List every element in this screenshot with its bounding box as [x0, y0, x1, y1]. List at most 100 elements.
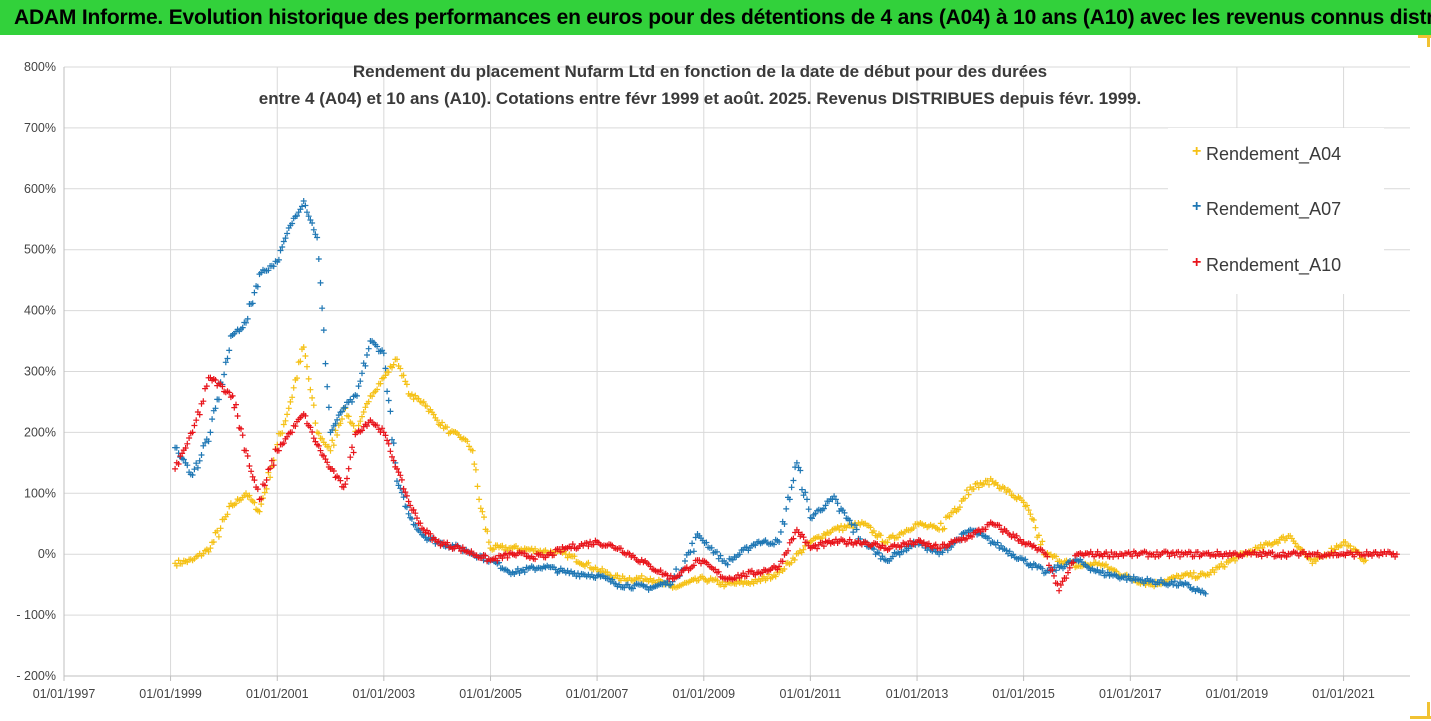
- point-rendement-a07: [324, 383, 331, 390]
- y-tick-label: 300%: [24, 365, 56, 379]
- point-rendement-a04: [800, 546, 807, 553]
- point-rendement-a10: [1152, 553, 1159, 560]
- point-rendement-a10: [241, 447, 248, 454]
- point-rendement-a04: [962, 495, 969, 502]
- point-rendement-a07: [325, 404, 332, 411]
- x-tick-label: 01/01/2017: [1099, 687, 1162, 701]
- point-rendement-a04: [287, 398, 294, 405]
- point-rendement-a07: [1029, 564, 1036, 571]
- point-rendement-a10: [435, 538, 442, 545]
- point-rendement-a04: [319, 435, 326, 442]
- point-rendement-a04: [466, 443, 473, 450]
- point-rendement-a07: [1185, 581, 1192, 588]
- point-rendement-a10: [694, 557, 701, 564]
- point-rendement-a04: [827, 529, 834, 536]
- frame-corner-bottom-v: [1427, 702, 1430, 719]
- point-rendement-a10: [592, 537, 599, 544]
- point-rendement-a07: [986, 535, 992, 542]
- point-rendement-a07: [334, 416, 341, 423]
- point-rendement-a07: [394, 478, 400, 485]
- point-rendement-a04: [419, 399, 425, 406]
- point-rendement-a04: [1292, 540, 1299, 547]
- point-rendement-a07: [797, 467, 804, 474]
- point-rendement-a10: [1258, 553, 1265, 560]
- point-rendement-a10: [320, 452, 327, 459]
- point-rendement-a07: [285, 225, 292, 231]
- point-rendement-a04: [970, 486, 977, 492]
- point-rendement-a04: [1221, 563, 1228, 570]
- point-rendement-a07: [400, 494, 407, 501]
- point-rendement-a04: [564, 554, 571, 561]
- point-rendement-a10: [774, 566, 781, 573]
- point-rendement-a10: [280, 440, 287, 447]
- point-rendement-a07: [1039, 565, 1046, 572]
- point-rendement-a07: [1147, 577, 1154, 584]
- point-rendement-a10: [385, 440, 392, 447]
- point-rendement-a10: [920, 539, 927, 546]
- point-rendement-a10: [414, 515, 420, 522]
- x-tick-label: 01/01/2011: [780, 687, 842, 701]
- point-rendement-a10: [1164, 549, 1171, 556]
- point-rendement-a07: [1170, 581, 1177, 588]
- point-rendement-a10: [1017, 536, 1024, 543]
- point-rendement-a10: [270, 462, 277, 469]
- point-rendement-a10: [382, 432, 389, 439]
- point-rendement-a10: [1057, 582, 1064, 588]
- point-rendement-a10: [191, 422, 198, 429]
- point-rendement-a07: [389, 436, 395, 443]
- point-rendement-a07: [202, 439, 209, 446]
- legend-item-a04: + Rendement_A04: [1192, 143, 1342, 165]
- point-rendement-a07: [1123, 577, 1130, 583]
- point-rendement-a07: [299, 203, 305, 210]
- point-rendement-a04: [261, 489, 268, 496]
- point-rendement-a07: [382, 365, 389, 372]
- point-rendement-a07: [1200, 589, 1207, 596]
- point-rendement-a10: [1094, 548, 1101, 555]
- point-rendement-a10: [284, 433, 291, 440]
- point-rendement-a10: [1054, 580, 1061, 587]
- point-rendement-a10: [412, 510, 419, 517]
- point-rendement-a04: [315, 430, 322, 437]
- point-rendement-a07: [743, 544, 750, 551]
- point-rendement-a10: [539, 551, 546, 558]
- point-rendement-a10: [1361, 552, 1368, 559]
- point-rendement-a07: [180, 456, 187, 463]
- point-rendement-a04: [241, 492, 248, 499]
- point-rendement-a10: [748, 567, 755, 574]
- point-rendement-a07: [191, 466, 198, 473]
- point-rendement-a07: [173, 444, 180, 451]
- point-rendement-a10: [205, 374, 212, 381]
- point-rendement-a10: [557, 548, 564, 555]
- point-rendement-a10: [785, 547, 791, 554]
- point-rendement-a07: [834, 500, 841, 507]
- legend: + Rendement_A04 + Rendement_A07 + Rendem…: [1168, 128, 1384, 294]
- point-rendement-a04: [439, 419, 446, 426]
- legend-marker-a04: +: [1192, 143, 1202, 160]
- point-rendement-a10: [349, 444, 355, 451]
- point-rendement-a10: [317, 447, 324, 454]
- legend-label-a04: Rendement_A04: [1206, 144, 1342, 164]
- point-rendement-a04: [937, 520, 944, 527]
- point-rendement-a10: [1041, 549, 1047, 556]
- point-rendement-a07: [300, 198, 307, 204]
- point-rendement-a10: [258, 495, 265, 502]
- point-rendement-a07: [310, 226, 317, 233]
- point-rendement-a10: [912, 539, 919, 546]
- chart-title-line1: Rendement du placement Nufarm Ltd en fon…: [352, 62, 1048, 81]
- point-rendement-a07: [1099, 568, 1106, 574]
- y-tick-label: 800%: [24, 60, 56, 74]
- point-rendement-a07: [282, 235, 289, 242]
- point-rendement-a04: [179, 560, 186, 567]
- point-rendement-a10: [800, 534, 807, 541]
- point-rendement-a07: [781, 521, 788, 527]
- point-rendement-a04: [279, 430, 286, 437]
- point-rendement-a10: [407, 502, 414, 509]
- y-tick-label: 700%: [24, 121, 56, 135]
- point-rendement-a10: [645, 561, 652, 568]
- point-rendement-a07: [1022, 556, 1029, 563]
- point-rendement-a04: [599, 565, 606, 572]
- point-rendement-a07: [575, 570, 581, 577]
- point-rendement-a10: [690, 562, 697, 569]
- point-rendement-a04: [403, 381, 410, 388]
- banner-corner-right-v: [1427, 35, 1430, 47]
